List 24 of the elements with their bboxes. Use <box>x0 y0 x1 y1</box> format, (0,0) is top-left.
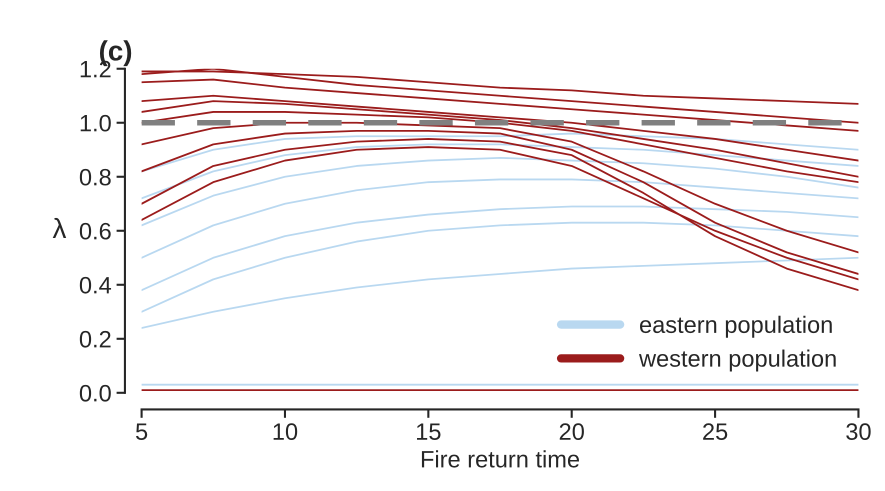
x-tick-label: 10 <box>274 423 298 440</box>
y-tick-label: 0.4 <box>80 276 112 294</box>
y-tick-label: 0.8 <box>80 168 111 186</box>
line-series <box>142 132 858 172</box>
x-tick-label: 20 <box>560 423 584 440</box>
line-series <box>142 68 858 124</box>
line-series <box>142 156 858 226</box>
line-series <box>142 222 858 313</box>
x-tick-label: 5 <box>136 424 148 440</box>
y-tick-label: 0.6 <box>80 222 111 240</box>
x-tick-label: 25 <box>703 423 728 440</box>
y-tick-label: 0.2 <box>80 330 111 348</box>
y-axis-title: λ <box>52 218 66 238</box>
y-tick-label: 1.0 <box>80 114 111 132</box>
line-series <box>142 206 858 292</box>
line-series <box>142 178 858 259</box>
legend-label: eastern population <box>640 316 832 338</box>
x-axis-title: Fire return time <box>422 450 580 468</box>
line-series <box>142 78 858 132</box>
legend-label: western population <box>638 350 836 372</box>
y-tick-label: 0.0 <box>80 384 111 402</box>
x-tick-label: 15 <box>417 424 440 440</box>
x-tick-label: 30 <box>846 423 871 440</box>
line-series <box>142 143 858 200</box>
